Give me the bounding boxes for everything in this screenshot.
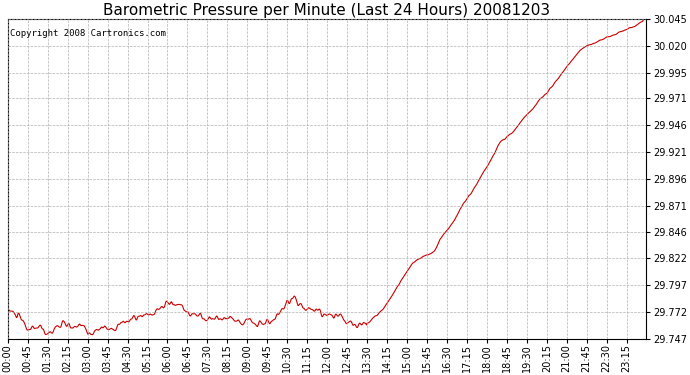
Text: Copyright 2008 Cartronics.com: Copyright 2008 Cartronics.com: [10, 28, 166, 38]
Title: Barometric Pressure per Minute (Last 24 Hours) 20081203: Barometric Pressure per Minute (Last 24 …: [104, 3, 551, 18]
